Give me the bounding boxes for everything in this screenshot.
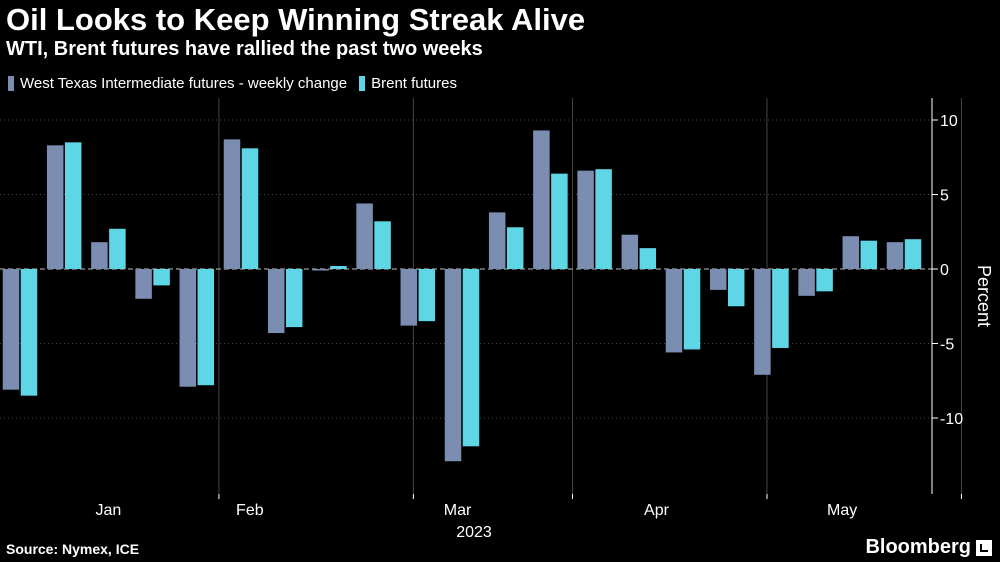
bar-wti — [533, 130, 550, 269]
y-axis-label: Percent — [974, 265, 994, 327]
bar-wti — [488, 212, 506, 269]
bar-brent — [860, 240, 878, 269]
bar-brent — [683, 269, 701, 350]
bar-brent — [285, 269, 303, 328]
bar-wti — [754, 269, 771, 375]
bar-brent — [20, 269, 38, 396]
bar-brent — [551, 173, 568, 269]
bar-brent — [374, 221, 391, 269]
axis-layer: 10 5 0 -5 -10 Percent Jan Feb Mar Apr May 2023 — [96, 98, 994, 541]
y-tick-label: 0 — [940, 262, 949, 279]
bar-wti — [46, 145, 64, 269]
bar-brent — [904, 239, 922, 269]
y-tick-label: -10 — [940, 411, 963, 428]
bar-wti — [312, 269, 329, 271]
bar-wti — [886, 242, 904, 269]
x-tick-label: Apr — [644, 502, 670, 519]
bar-brent — [64, 142, 82, 269]
bar-brent — [727, 269, 745, 307]
source-note: Source: Nymex, ICE — [6, 541, 140, 557]
bar-wti — [665, 269, 683, 353]
legend-label-brent: Brent futures — [371, 75, 457, 92]
y-tick-label: -5 — [940, 337, 954, 354]
brand-logo: Bloomberg — [865, 536, 992, 559]
legend-label-wti: West Texas Intermediate futures - weekly… — [20, 75, 348, 92]
chart-subtitle: WTI, Brent futures have rallied the past… — [6, 38, 483, 60]
bar-wti — [798, 269, 815, 296]
chart-title: Oil Looks to Keep Winning Streak Alive — [6, 2, 586, 37]
x-tick-label: Mar — [444, 502, 472, 519]
x-axis-label: 2023 — [456, 524, 492, 541]
bar-wti — [400, 269, 418, 326]
y-tick-label: 5 — [940, 188, 949, 205]
y-tick-label: 10 — [940, 113, 958, 130]
bar-brent — [197, 269, 215, 386]
bar-brent — [241, 148, 259, 269]
bar-wti — [179, 269, 197, 387]
bar-brent — [772, 269, 789, 348]
bar-brent — [506, 227, 524, 269]
bar-brent — [109, 228, 126, 269]
x-tick-label: Jan — [96, 502, 122, 519]
bar-wti — [91, 242, 108, 269]
bar-wti — [135, 269, 152, 299]
bar-brent — [330, 266, 347, 269]
x-tick-label: May — [827, 502, 857, 519]
bar-brent — [816, 269, 833, 292]
bloomberg-terminal-icon — [976, 539, 992, 556]
legend-swatch-wti — [8, 76, 14, 91]
brand-name: Bloomberg — [865, 536, 971, 558]
bar-wti — [842, 236, 860, 269]
bar-wti — [621, 234, 639, 269]
legend: West Texas Intermediate futures - weekly… — [8, 75, 469, 92]
bar-wti — [223, 139, 241, 269]
legend-item-brent: Brent futures — [359, 75, 457, 92]
bar-wti — [444, 269, 462, 462]
bar-wti — [267, 269, 285, 334]
bar-wti — [577, 170, 594, 269]
bar-layer — [2, 130, 922, 462]
bar-brent — [595, 169, 612, 269]
legend-swatch-brent — [359, 76, 366, 91]
bar-brent — [153, 269, 170, 286]
bar-brent — [418, 269, 436, 322]
bar-wti — [2, 269, 20, 390]
bar-wti — [356, 203, 373, 269]
legend-item-wti: West Texas Intermediate futures - weekly… — [8, 75, 347, 92]
x-tick-label: Feb — [236, 502, 264, 519]
bar-brent — [639, 248, 657, 269]
bar-brent — [462, 269, 480, 447]
bar-wti — [709, 269, 727, 290]
